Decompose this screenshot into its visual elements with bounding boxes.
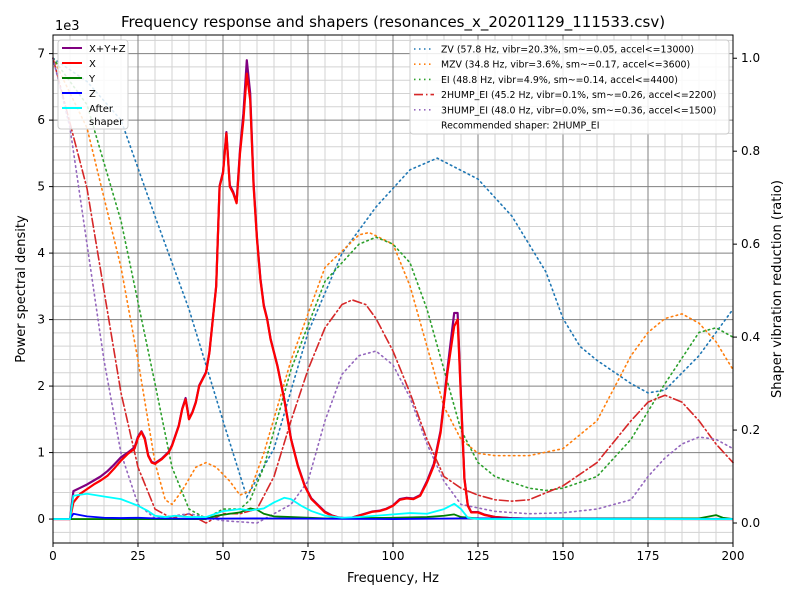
y-right-axis-label: Shaper vibration reduction (ratio) <box>770 180 785 398</box>
legend-label: ZV (57.8 Hz, vibr=20.3%, sm~=0.05, accel… <box>441 45 694 56</box>
shaper-line <box>52 57 734 506</box>
recommended-shaper: Recommended shaper: 2HUMP_EI <box>441 121 600 132</box>
y-tick-label: 0 <box>37 512 45 526</box>
y-tick-label: 3 <box>37 313 45 327</box>
x-tick-label: 150 <box>552 549 575 563</box>
legend-label: X <box>89 59 96 70</box>
shaper-legend-box <box>409 39 730 135</box>
y-tick-label: 2 <box>37 379 45 393</box>
legend-label: Z <box>89 89 96 100</box>
shaper-line <box>52 57 734 524</box>
x-tick-label: 25 <box>130 549 145 563</box>
x-tick-label: 50 <box>215 549 230 563</box>
y-tick-label: 6 <box>37 113 45 127</box>
y-tick-label: 4 <box>37 246 45 260</box>
y-tick-label: 1 <box>37 446 45 460</box>
legend-label: Y <box>88 74 96 85</box>
shaper-line <box>52 57 734 499</box>
legend-label: 3HUMP_EI (48.0 Hz, vibr=0.0%, sm~=0.36, … <box>441 105 716 116</box>
legend-label: X+Y+Z <box>89 44 126 55</box>
x-tick-label: 200 <box>722 549 745 563</box>
legend-label: 2HUMP_EI (45.2 Hz, vibr=0.1%, sm~=0.26, … <box>441 90 716 101</box>
y-right-tick-label: 0.8 <box>741 144 760 158</box>
y-tick-label: 7 <box>37 47 45 61</box>
chart-title: Frequency response and shapers (resonanc… <box>121 13 665 32</box>
legend-label: EI (48.8 Hz, vibr=4.9%, sm~=0.14, accel<… <box>441 75 678 86</box>
legend-label: MZV (34.8 Hz, vibr=3.6%, sm~=0.17, accel… <box>441 60 690 71</box>
x-tick-label: 0 <box>49 549 57 563</box>
psd-line <box>53 512 734 520</box>
shaper-line <box>52 57 734 520</box>
y-tick-label: 5 <box>37 180 45 194</box>
legend-label: After shaper <box>89 104 124 128</box>
y-offset-label: 1e3 <box>55 19 80 34</box>
plot-frame <box>52 34 734 544</box>
y-right-tick-label: 0.6 <box>741 237 760 251</box>
y-right-tick-label: 0.2 <box>741 423 760 437</box>
x-axis-label: Frequency, Hz <box>347 571 439 586</box>
y-axis-label: Power spectral density <box>14 215 29 363</box>
x-tick-label: 125 <box>467 549 490 563</box>
y-right-tick-label: 0.4 <box>741 330 760 344</box>
shaper-line <box>52 57 734 524</box>
psd-line <box>53 492 733 520</box>
x-tick-label: 100 <box>382 549 405 563</box>
y-right-tick-label: 0.0 <box>741 516 760 530</box>
psd-line <box>53 72 734 521</box>
x-tick-label: 75 <box>300 549 315 563</box>
x-tick-label: 175 <box>637 549 660 563</box>
y-right-tick-label: 1.0 <box>741 51 760 65</box>
